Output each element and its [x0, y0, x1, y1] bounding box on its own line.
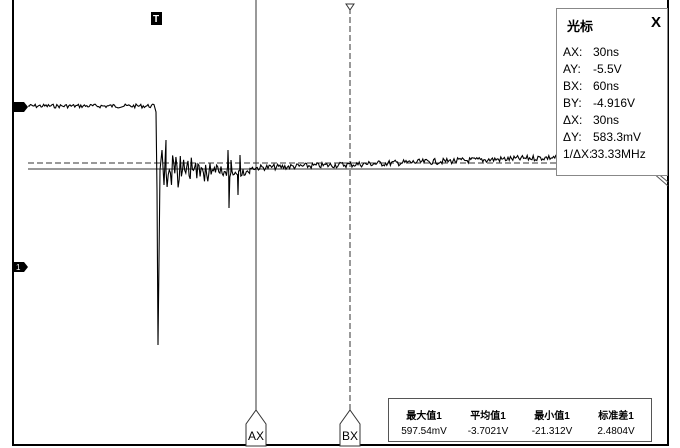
- cursor-row-dx: ΔX: 30ns: [563, 113, 619, 129]
- cursor-row-inv-dx: 1/ΔX:33.33MHz: [563, 147, 646, 163]
- cursor-key: ΔY:: [563, 130, 582, 144]
- cursor-ax-label: AX: [247, 429, 264, 443]
- channel-1-trace: [27, 102, 557, 346]
- channel-1-ground-marker[interactable]: 1: [12, 262, 28, 272]
- cursor-panel-title: 光标: [567, 19, 594, 34]
- close-icon[interactable]: X: [650, 14, 661, 31]
- cursor-row-bx: BX: 60ns: [563, 79, 619, 95]
- channel-level-marker[interactable]: [12, 102, 28, 112]
- cursor-value: 60ns: [593, 79, 620, 93]
- cursor-readout-panel: 光标 X AX: 30ns AY: -5.5V BX: 60ns BY: -4.916V…: [556, 8, 668, 176]
- cursor-key: BX:: [563, 79, 583, 93]
- cursor-key: BY:: [563, 96, 582, 110]
- cursor-value: 30ns: [593, 45, 620, 59]
- cursor-key: AX:: [563, 45, 583, 59]
- cursor-value: 33.33MHz: [591, 147, 646, 161]
- cursor-row-by: BY: -4.916V: [563, 96, 635, 112]
- cursor-row-dy: ΔY: 583.3mV: [563, 130, 641, 146]
- cursor-key: AY:: [563, 62, 581, 76]
- cursor-ax-handle[interactable]: [245, 409, 267, 447]
- cursor-key: 1/ΔX:: [563, 147, 593, 161]
- measure-value-min: -21.312V: [531, 426, 573, 437]
- channel-1-label: 1: [16, 263, 21, 272]
- cursor-value: 30ns: [593, 113, 620, 127]
- cursor-value: -4.916V: [593, 96, 636, 110]
- measure-header-max: 最大值1: [406, 411, 442, 422]
- trigger-position-marker[interactable]: [345, 3, 355, 11]
- measure-header-mean: 平均值1: [470, 411, 506, 422]
- measure-value-max: 597.54mV: [401, 426, 447, 437]
- cursor-key: ΔX:: [563, 113, 583, 127]
- cursor-bx-label: BX: [341, 429, 358, 443]
- measurement-panel: 最大值1 平均值1 最小值1 标准差1 597.54mV -3.7021V -2…: [388, 398, 652, 442]
- cursor-value: -5.5V: [593, 62, 622, 76]
- cursor-row-ax: AX: 30ns: [563, 45, 619, 61]
- measure-header-min: 最小值1: [534, 411, 570, 422]
- cursor-row-ay: AY: -5.5V: [563, 62, 622, 78]
- measure-value-std: 2.4804V: [597, 426, 635, 437]
- measure-header-std: 标准差1: [598, 411, 634, 422]
- trigger-time-marker[interactable]: T: [151, 12, 162, 25]
- cursor-value: 583.3mV: [593, 130, 642, 144]
- measure-value-mean: -3.7021V: [467, 426, 509, 437]
- cursor-bx-handle[interactable]: [339, 409, 361, 447]
- trigger-label: T: [153, 14, 159, 25]
